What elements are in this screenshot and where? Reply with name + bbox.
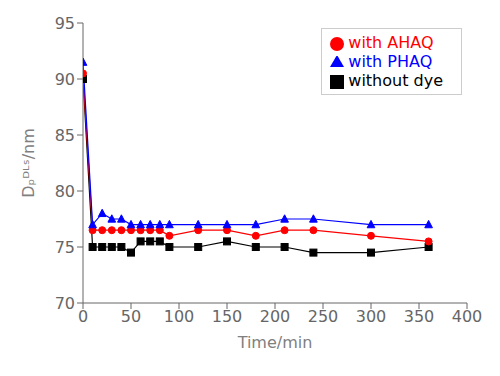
svg-text:400: 400 [452, 307, 483, 326]
svg-text:50: 50 [121, 307, 141, 326]
svg-text:Dₚᴰᴸˢ/nm: Dₚᴰᴸˢ/nm [19, 128, 38, 198]
svg-text:85: 85 [55, 126, 75, 145]
svg-text:100: 100 [164, 307, 195, 326]
svg-text:80: 80 [55, 182, 75, 201]
svg-text:300: 300 [356, 307, 387, 326]
svg-text:150: 150 [212, 307, 243, 326]
html-text:with AHAQ: with AHAQ [348, 33, 434, 52]
svg-text:75: 75 [55, 238, 75, 257]
svg-text:200: 200 [260, 307, 291, 326]
svg-text:250: 250 [308, 307, 339, 326]
svg-text:350: 350 [404, 307, 435, 326]
html-text:with PHAQ: with PHAQ [348, 52, 433, 71]
svg-text:90: 90 [55, 70, 75, 89]
svg-text:95: 95 [55, 14, 75, 33]
html-text:without dye: without dye [348, 71, 443, 90]
svg-text:70: 70 [55, 294, 75, 313]
svg-text:0: 0 [78, 307, 88, 326]
svg-text:Time/min: Time/min [237, 333, 313, 352]
